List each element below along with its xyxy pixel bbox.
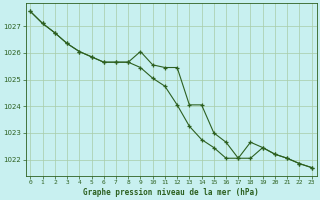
X-axis label: Graphe pression niveau de la mer (hPa): Graphe pression niveau de la mer (hPa) <box>83 188 259 197</box>
